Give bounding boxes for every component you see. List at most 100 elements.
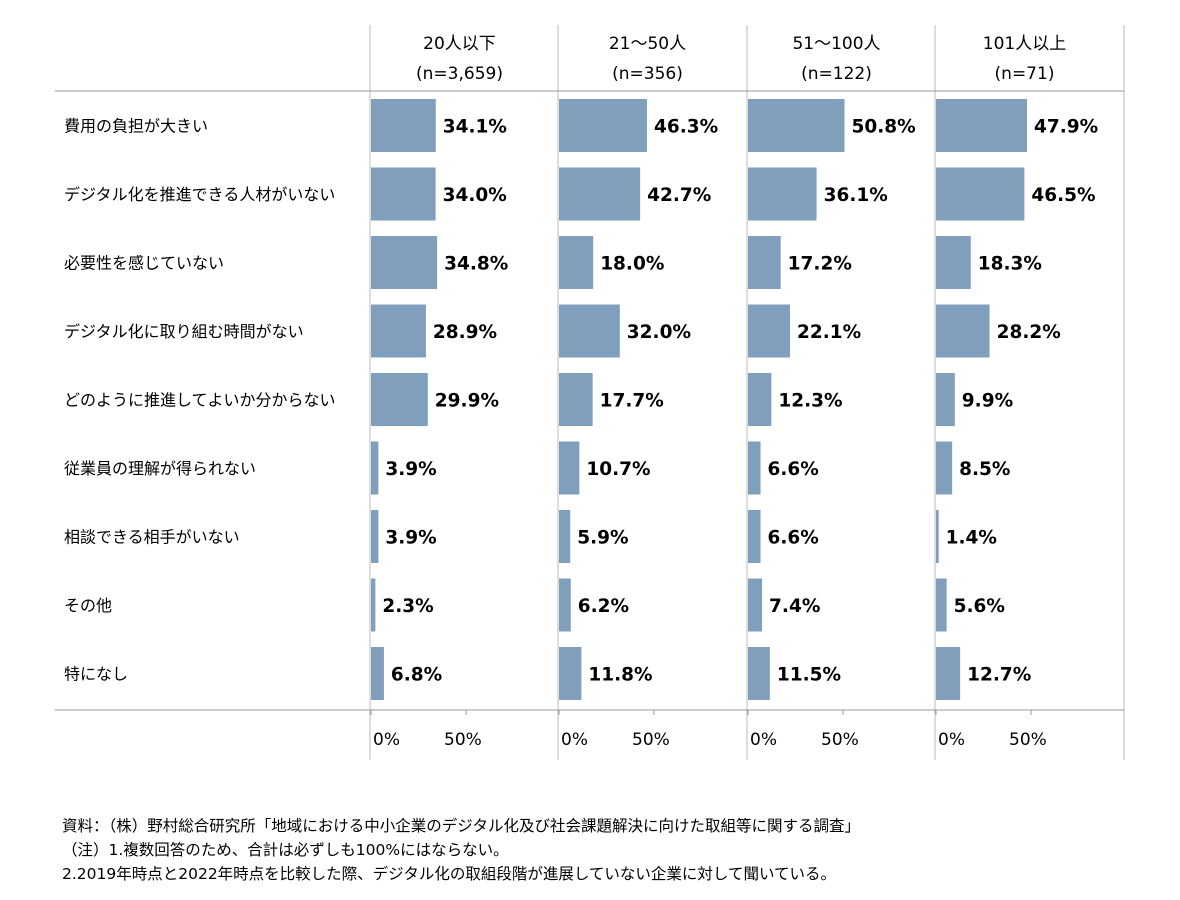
bar-2-8 (748, 647, 770, 700)
bar-2-5 (748, 441, 761, 495)
value-label-2-8: 11.5% (777, 665, 841, 686)
series-name-0: 20人以下 (423, 34, 496, 54)
bar-3-1 (936, 167, 1025, 221)
bar-1-6 (559, 510, 571, 563)
tick-label-1-1: 50% (632, 730, 670, 750)
value-label-3-3: 28.2% (997, 322, 1061, 343)
value-label-3-1: 46.5% (1031, 185, 1095, 206)
value-label-1-7: 6.2% (578, 596, 629, 617)
bar-1-1 (559, 167, 641, 221)
value-label-3-6: 1.4% (946, 528, 997, 549)
value-label-0-5: 3.9% (385, 459, 436, 480)
value-label-3-8: 12.7% (967, 665, 1031, 686)
tick-label-1-0: 0% (561, 730, 588, 750)
value-label-0-7: 2.3% (382, 596, 433, 617)
category-label-5: 従業員の理解が得られない (64, 459, 256, 478)
bar-0-5 (371, 441, 379, 495)
value-label-2-5: 6.6% (768, 459, 819, 480)
bar-1-5 (559, 441, 580, 495)
value-label-1-3: 32.0% (627, 322, 691, 343)
series-n-2: (n=122) (801, 64, 872, 84)
value-label-3-5: 8.5% (959, 459, 1010, 480)
category-label-7: その他 (64, 596, 112, 615)
series-n-3: (n=71) (995, 64, 1055, 84)
series-n-1: (n=356) (612, 64, 683, 84)
series-n-0: (n=3,659) (416, 64, 503, 84)
bar-0-0 (371, 99, 436, 152)
bar-1-0 (559, 99, 647, 152)
bar-2-1 (748, 167, 817, 221)
category-label-6: 相談できる相手がいない (64, 528, 240, 547)
value-label-1-0: 46.3% (654, 117, 718, 138)
value-label-1-5: 10.7% (586, 459, 650, 480)
bar-3-8 (936, 647, 961, 700)
bar-0-2 (371, 236, 438, 289)
bar-2-2 (748, 236, 781, 289)
tick-label-3-1: 50% (1009, 730, 1047, 750)
bar-3-6 (936, 510, 939, 563)
bar-1-8 (559, 647, 582, 700)
value-label-3-2: 18.3% (978, 254, 1042, 275)
value-label-2-6: 6.6% (768, 528, 819, 549)
bar-3-7 (936, 578, 947, 632)
bar-1-2 (559, 236, 594, 289)
bar-1-3 (559, 304, 620, 358)
value-label-2-0: 50.8% (852, 117, 916, 138)
bar-0-7 (371, 578, 376, 632)
value-label-0-1: 34.0% (443, 185, 507, 206)
value-label-1-2: 18.0% (600, 254, 664, 275)
value-label-3-0: 47.9% (1034, 117, 1098, 138)
category-label-3: デジタル化に取り組む時間がない (64, 322, 304, 341)
value-label-2-1: 36.1% (824, 185, 888, 206)
tick-label-0-1: 50% (444, 730, 482, 750)
value-label-1-4: 17.7% (600, 391, 664, 412)
tick-label-3-0: 0% (938, 730, 965, 750)
value-label-2-7: 7.4% (769, 596, 820, 617)
value-label-1-8: 11.8% (588, 665, 652, 686)
bar-0-3 (371, 304, 426, 358)
series-name-1: 21～50人 (609, 34, 686, 54)
bar-3-2 (936, 236, 971, 289)
value-label-2-2: 17.2% (788, 254, 852, 275)
value-label-3-7: 5.6% (954, 596, 1005, 617)
value-label-0-2: 34.8% (444, 254, 508, 275)
value-label-1-6: 5.9% (577, 528, 628, 549)
value-label-0-0: 34.1% (443, 117, 507, 138)
bar-chart: 20人以下 (n=3,659) 21～50人 (n=356) 51～100人 (n=122… (55, 25, 1125, 760)
note-1: （注）1.複数回答のため、合計は必ずしも100%にはならない。 (62, 841, 509, 859)
value-label-2-4: 12.3% (778, 391, 842, 412)
category-label-1: デジタル化を推進できる人材がいない (64, 185, 335, 204)
bar-1-7 (559, 578, 571, 632)
value-label-3-4: 9.9% (962, 391, 1013, 412)
bar-2-7 (748, 578, 763, 632)
value-label-0-8: 6.8% (391, 665, 442, 686)
bar-3-3 (936, 304, 990, 358)
bar-2-4 (748, 373, 772, 426)
series-name-2: 51～100人 (792, 34, 880, 54)
bar-0-8 (371, 647, 384, 700)
bar-0-4 (371, 373, 428, 426)
value-label-0-6: 3.9% (385, 528, 436, 549)
notes: 資料：（株）野村総合研究所「地域における中小企業のデジタル化及び社会課題解決に向… (62, 814, 860, 886)
category-label-2: 必要性を感じていない (64, 254, 224, 273)
bar-0-6 (371, 510, 379, 563)
value-label-0-4: 29.9% (435, 391, 499, 412)
bar-0-1 (371, 167, 436, 221)
value-label-1-1: 42.7% (647, 185, 711, 206)
value-label-2-3: 22.1% (797, 322, 861, 343)
source-note: 資料：（株）野村総合研究所「地域における中小企業のデジタル化及び社会課題解決に向… (62, 817, 860, 835)
bar-1-4 (559, 373, 593, 426)
bar-2-3 (748, 304, 790, 358)
tick-label-0-0: 0% (373, 730, 400, 750)
bar-2-0 (748, 99, 845, 152)
bar-3-4 (936, 373, 955, 426)
bar-3-0 (936, 99, 1028, 152)
series-name-3: 101人以上 (983, 34, 1066, 54)
category-label-4: どのように推進してよいか分からない (64, 391, 336, 410)
category-label-8: 特になし (64, 665, 128, 684)
tick-label-2-0: 0% (750, 730, 777, 750)
bar-2-6 (748, 510, 761, 563)
note-2: 2.2019年時点と2022年時点を比較した際、デジタル化の取組段階が進展してい… (62, 865, 836, 883)
bar-3-5 (936, 441, 953, 495)
category-label-0: 費用の負担が大きい (64, 117, 208, 136)
